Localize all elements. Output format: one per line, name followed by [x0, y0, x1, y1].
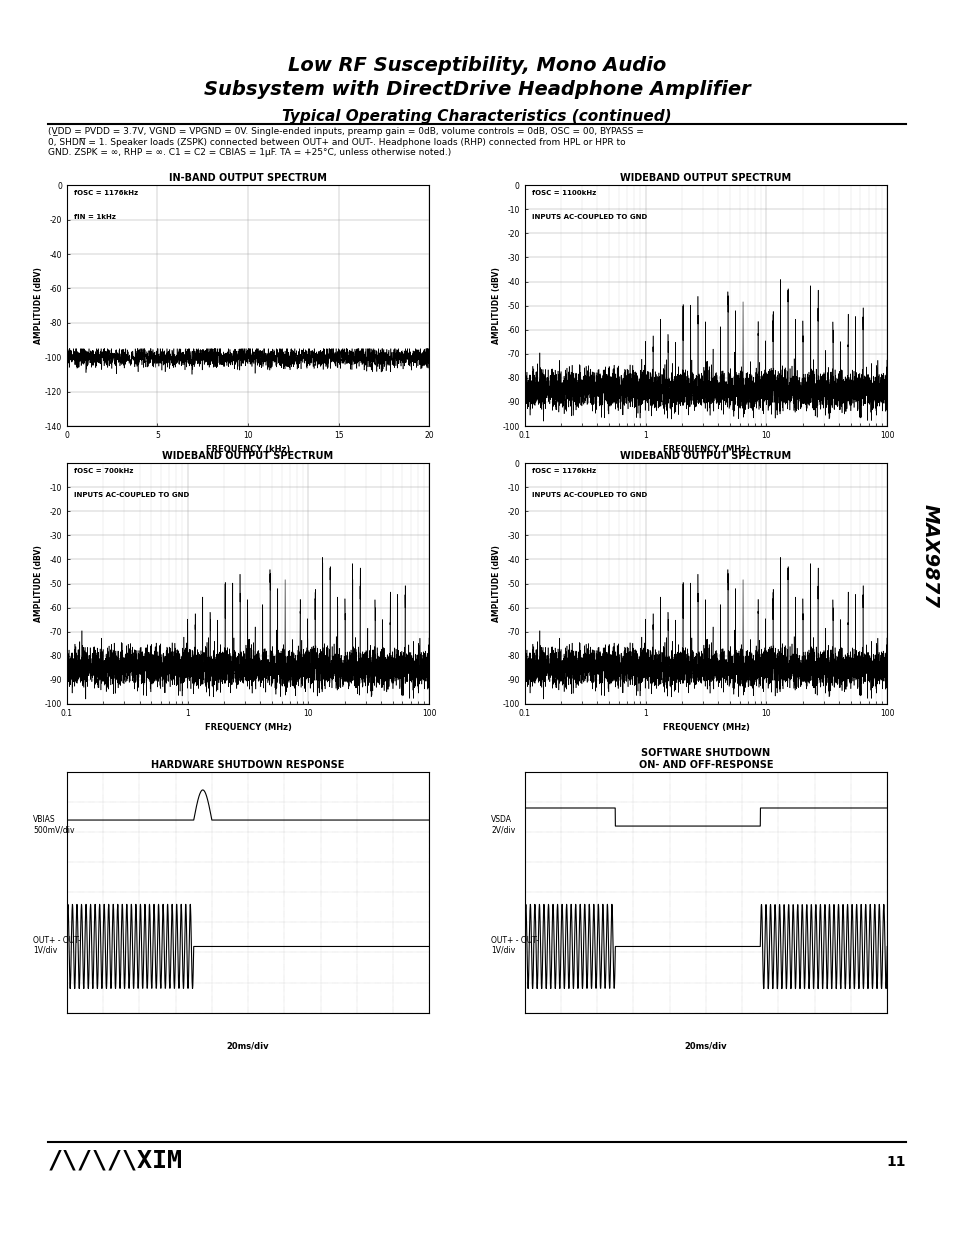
Text: 11: 11: [886, 1155, 905, 1168]
Text: fOSC = 700kHz: fOSC = 700kHz: [74, 468, 133, 474]
Text: fOSC = 1176kHz: fOSC = 1176kHz: [74, 190, 138, 196]
Title: SOFTWARE SHUTDOWN
ON- AND OFF-RESPONSE: SOFTWARE SHUTDOWN ON- AND OFF-RESPONSE: [639, 748, 772, 769]
Text: INPUTS AC-COUPLED TO GND: INPUTS AC-COUPLED TO GND: [532, 492, 646, 498]
Text: INPUTS AC-COUPLED TO GND: INPUTS AC-COUPLED TO GND: [532, 214, 646, 220]
X-axis label: FREQUENCY (MHz): FREQUENCY (MHz): [661, 724, 749, 732]
Text: Typical Operating Characteristics (continued): Typical Operating Characteristics (conti…: [282, 109, 671, 124]
Title: IN-BAND OUTPUT SPECTRUM: IN-BAND OUTPUT SPECTRUM: [169, 173, 327, 183]
Text: 20ms/div: 20ms/div: [684, 1041, 726, 1051]
Text: fIN = 1kHz: fIN = 1kHz: [74, 214, 115, 220]
X-axis label: FREQUENCY (MHz): FREQUENCY (MHz): [661, 446, 749, 454]
X-axis label: FREQUENCY (kHz): FREQUENCY (kHz): [206, 446, 290, 454]
Y-axis label: AMPLITUDE (dBV): AMPLITUDE (dBV): [492, 267, 500, 345]
Text: Subsystem with DirectDrive Headphone Amplifier: Subsystem with DirectDrive Headphone Amp…: [203, 80, 750, 99]
Text: OUT+ - OUT-
1V/div: OUT+ - OUT- 1V/div: [491, 936, 538, 955]
Text: fOSC = 1176kHz: fOSC = 1176kHz: [532, 468, 596, 474]
X-axis label: FREQUENCY (MHz): FREQUENCY (MHz): [204, 724, 292, 732]
Y-axis label: AMPLITUDE (dBV): AMPLITUDE (dBV): [34, 545, 43, 622]
Text: Low RF Susceptibility, Mono Audio: Low RF Susceptibility, Mono Audio: [288, 56, 665, 74]
Title: WIDEBAND OUTPUT SPECTRUM: WIDEBAND OUTPUT SPECTRUM: [619, 451, 791, 461]
Text: VBIAS
500mV/div: VBIAS 500mV/div: [33, 815, 75, 835]
Title: WIDEBAND OUTPUT SPECTRUM: WIDEBAND OUTPUT SPECTRUM: [162, 451, 334, 461]
Text: fOSC = 1100kHz: fOSC = 1100kHz: [532, 190, 596, 196]
Text: /\/\/\XIM: /\/\/\XIM: [48, 1149, 183, 1172]
Title: HARDWARE SHUTDOWN RESPONSE: HARDWARE SHUTDOWN RESPONSE: [152, 760, 344, 769]
Text: MAX9877: MAX9877: [920, 504, 939, 608]
Text: VSDA
2V/div: VSDA 2V/div: [491, 815, 515, 835]
Text: INPUTS AC-COUPLED TO GND: INPUTS AC-COUPLED TO GND: [74, 492, 189, 498]
Title: WIDEBAND OUTPUT SPECTRUM: WIDEBAND OUTPUT SPECTRUM: [619, 173, 791, 183]
Y-axis label: AMPLITUDE (dBV): AMPLITUDE (dBV): [492, 545, 500, 622]
Y-axis label: AMPLITUDE (dBV): AMPLITUDE (dBV): [34, 267, 43, 345]
Text: OUT+ - OUT-
1V/div: OUT+ - OUT- 1V/div: [33, 936, 81, 955]
Text: 20ms/div: 20ms/div: [227, 1041, 269, 1051]
Text: (V̲DD = PVDD = 3.7V, VGND = VPGND = 0V. Single-ended inputs, preamp gain = 0dB, : (V̲DD = PVDD = 3.7V, VGND = VPGND = 0V. …: [48, 127, 642, 157]
